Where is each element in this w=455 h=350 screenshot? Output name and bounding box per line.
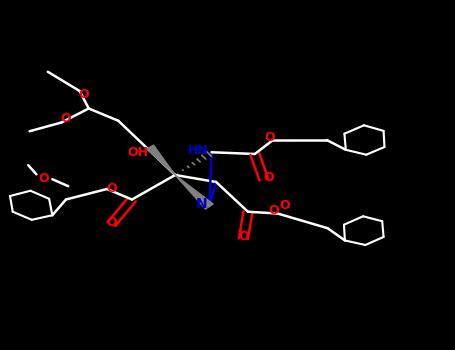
Text: O: O	[106, 216, 117, 229]
Text: O: O	[238, 230, 249, 244]
Text: O: O	[279, 199, 290, 212]
Text: O: O	[268, 204, 279, 217]
Text: O: O	[79, 88, 90, 101]
Text: OH: OH	[127, 146, 148, 159]
Text: O: O	[61, 112, 71, 126]
Text: O: O	[106, 182, 117, 196]
Text: HN: HN	[187, 144, 208, 157]
Polygon shape	[147, 145, 175, 175]
Text: N: N	[195, 197, 207, 211]
Text: O: O	[263, 171, 274, 184]
Text: O: O	[264, 131, 275, 144]
Polygon shape	[175, 175, 213, 209]
Text: O: O	[38, 172, 49, 185]
